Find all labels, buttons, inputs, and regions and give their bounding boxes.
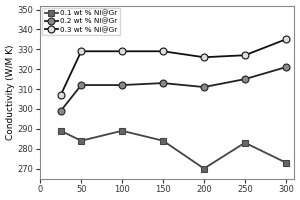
0.2 wt % Ni@Gr bbox=[202, 86, 206, 88]
0.1 wt % Ni@Gr bbox=[161, 140, 165, 142]
0.1 wt % Ni@Gr bbox=[243, 142, 247, 144]
0.2 wt % Ni@Gr bbox=[59, 110, 62, 112]
0.3 wt % Ni@Gr bbox=[80, 50, 83, 52]
0.1 wt % Ni@Gr bbox=[284, 161, 288, 164]
0.2 wt % Ni@Gr bbox=[161, 82, 165, 84]
Line: 0.1 wt % Ni@Gr: 0.1 wt % Ni@Gr bbox=[58, 128, 289, 172]
0.1 wt % Ni@Gr bbox=[202, 167, 206, 170]
0.2 wt % Ni@Gr bbox=[284, 66, 288, 68]
0.3 wt % Ni@Gr bbox=[59, 94, 62, 96]
Y-axis label: Conductivity (W/M K): Conductivity (W/M K) bbox=[6, 44, 15, 140]
0.3 wt % Ni@Gr bbox=[202, 56, 206, 58]
0.2 wt % Ni@Gr bbox=[120, 84, 124, 86]
0.2 wt % Ni@Gr bbox=[80, 84, 83, 86]
0.1 wt % Ni@Gr bbox=[120, 130, 124, 132]
0.3 wt % Ni@Gr bbox=[243, 54, 247, 56]
Line: 0.2 wt % Ni@Gr: 0.2 wt % Ni@Gr bbox=[57, 64, 289, 114]
0.1 wt % Ni@Gr bbox=[59, 130, 62, 132]
0.3 wt % Ni@Gr bbox=[120, 50, 124, 52]
0.3 wt % Ni@Gr bbox=[284, 38, 288, 41]
0.3 wt % Ni@Gr bbox=[161, 50, 165, 52]
Legend: 0.1 wt % Ni@Gr, 0.2 wt % Ni@Gr, 0.3 wt % Ni@Gr: 0.1 wt % Ni@Gr, 0.2 wt % Ni@Gr, 0.3 wt %… bbox=[42, 8, 120, 35]
0.2 wt % Ni@Gr bbox=[243, 78, 247, 80]
Line: 0.3 wt % Ni@Gr: 0.3 wt % Ni@Gr bbox=[57, 36, 289, 98]
0.1 wt % Ni@Gr bbox=[80, 140, 83, 142]
